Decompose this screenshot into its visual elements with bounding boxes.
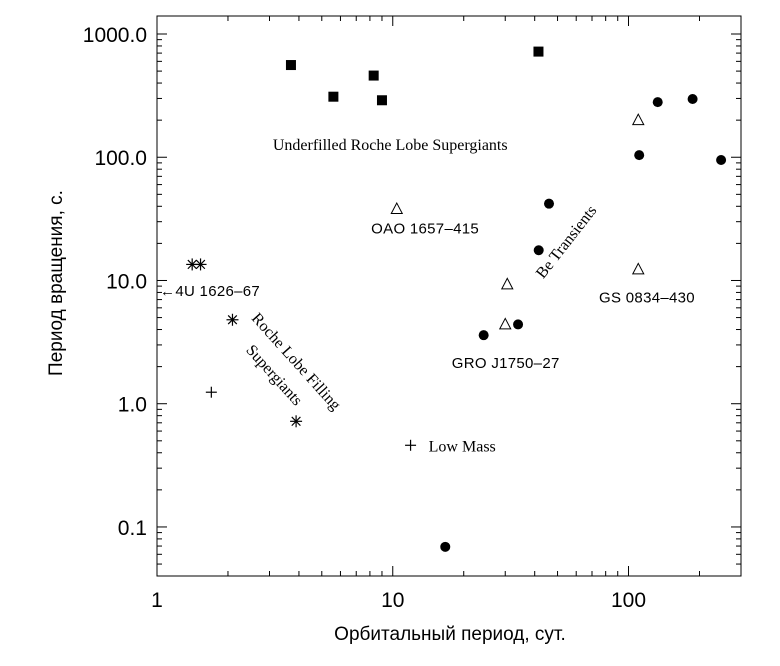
annotation-label: ←4U 1626–67 [160,283,260,300]
filled-square-point [376,95,387,106]
filled-circle-point [533,245,544,256]
annotation-label: GS 0834–430 [599,290,695,307]
filled-circle-point [513,319,524,330]
asterisk-point [290,415,303,428]
plot-frame [156,15,742,577]
y-tick-label: 10.0 [106,270,147,293]
asterisk-point [194,258,207,271]
open-triangle-point [500,277,514,290]
filled-square-point [533,46,544,57]
filled-circle-point [478,330,489,341]
filled-circle-point [440,541,451,552]
filled-circle-point [687,93,698,104]
x-tick-label: 100 [611,589,646,612]
y-tick-label: 1.0 [118,394,147,417]
annotation-label: Underfilled Roche Lobe Supergiants [273,137,508,154]
filled-square-point [328,91,339,102]
filled-circle-point [652,97,663,108]
open-triangle-point [631,113,645,126]
tick-labels: 1 10 100 0.1 1.0 10.0 100.0 1000.0 [83,24,646,612]
filled-circle-point [716,154,727,165]
y-tick-label: 0.1 [118,517,147,540]
x-tick-label: 1 [151,589,163,612]
filled-square-point [285,60,296,71]
annotation-label: Be Transients [533,202,600,281]
annotation-label: GRO J1750–27 [452,355,560,372]
open-triangle-point [498,317,512,330]
open-triangle-point [390,201,404,215]
data-points [186,46,727,552]
asterisk-point [226,313,239,326]
filled-circle-point [544,198,555,209]
plus-point [205,386,217,398]
filled-circle-point [634,150,645,161]
plus-point [405,439,417,451]
x-axis-label: Орбитальный период, сут. [334,624,566,645]
y-tick-label: 100.0 [94,147,147,170]
open-triangle-point [631,262,645,275]
axis-ticks [156,16,742,577]
annotations: Underfilled Roche Lobe Supergiants OAO 16… [160,137,695,456]
annotation-label: OAO 1657–415 [371,221,479,238]
x-tick-label: 10 [381,589,404,612]
asterisk-point [186,258,199,271]
y-axis-label: Период вращения, с. [46,190,67,376]
annotation-label: Low Mass [429,438,496,455]
filled-square-point [368,70,379,81]
y-tick-label: 1000.0 [83,24,147,47]
